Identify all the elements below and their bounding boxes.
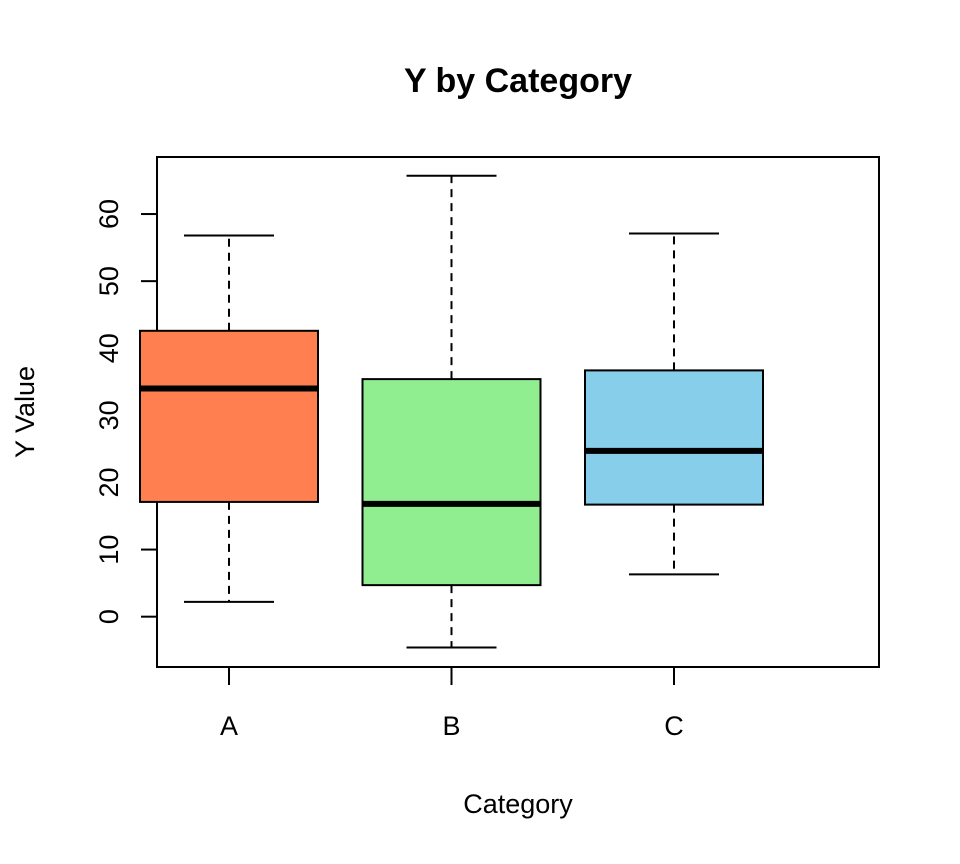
- y-tick-label: 50: [94, 266, 124, 296]
- x-axis-label: Category: [463, 789, 573, 819]
- plot-area: 0 10 20 30 40 50 60 A B C: [94, 156, 880, 741]
- x-tick-label: A: [220, 711, 238, 741]
- y-tick-label: 0: [94, 609, 124, 624]
- iqr-box: [361, 378, 542, 587]
- x-tick-label: B: [442, 711, 460, 741]
- y-tick-label: 30: [94, 400, 124, 430]
- x-tick-label: C: [664, 711, 684, 741]
- box-b: [361, 174, 542, 649]
- y-tick-label: 40: [94, 333, 124, 363]
- y-axis-label: Y Value: [10, 366, 40, 458]
- iqr-box: [584, 369, 764, 506]
- y-tick-label: 60: [94, 199, 124, 229]
- chart-title: Y by Category: [404, 62, 632, 100]
- box-c: [584, 232, 764, 576]
- y-tick-label: 20: [94, 467, 124, 497]
- iqr-box: [139, 329, 319, 503]
- y-tick-label: 10: [94, 535, 124, 565]
- box-a: [139, 234, 319, 603]
